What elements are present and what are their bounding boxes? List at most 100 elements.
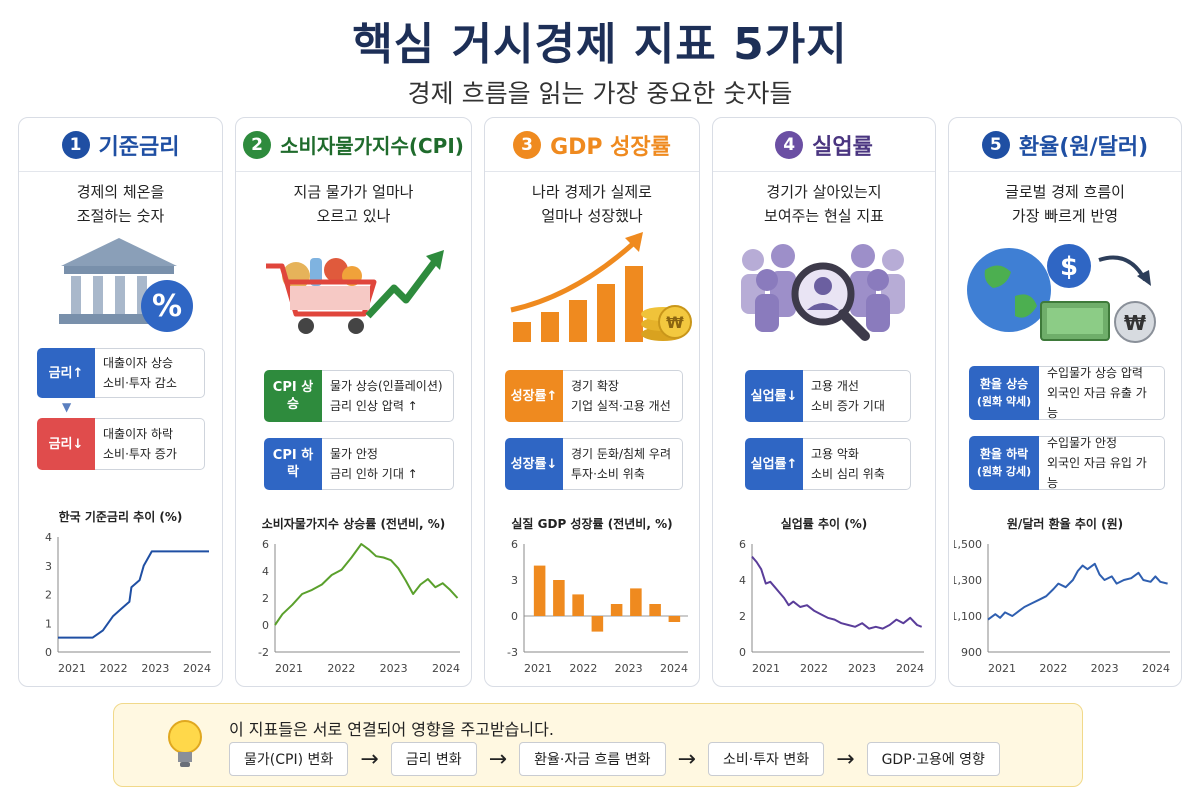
card-title: 소비자물가지수(CPI) <box>280 134 464 158</box>
effect-line: 금리 인상 압력 ↑ <box>330 399 418 413</box>
y-tick-label: 1 <box>45 617 52 630</box>
flow-step: 물가(CPI) 변화 <box>229 742 349 776</box>
effect-line: 기업 실적·고용 개선 <box>571 399 671 413</box>
effect-cpi-up: CPI 상승 물가 상승(인플레이션) 금리 인상 압력 ↑ <box>264 370 454 422</box>
cpi-chart: -2 0 2 4 6 2021 2022 2023 2024 <box>258 538 460 675</box>
x-tick-label: 2022 <box>569 662 597 675</box>
card-number: 2 <box>243 130 272 159</box>
effect-box: 수입물가 안정 외국인 자금 유입 가능 <box>1039 436 1165 490</box>
effect-line: 외국인 자금 유입 가능 <box>1047 456 1147 490</box>
bottom-text: 이 지표들은 서로 연결되어 영향을 주고받습니다. <box>229 720 554 739</box>
effect-gdp-down: 성장률↓ 경기 둔화/침체 우려 투자·소비 위축 <box>505 438 683 490</box>
card-header: 5 환율(원/달러) <box>949 118 1181 172</box>
people-magnifier-icon <box>713 236 935 351</box>
card-header: 4 실업률 <box>713 118 935 172</box>
page-subtitle: 경제 흐름을 읽는 가장 중요한 숫자들 <box>407 79 793 108</box>
growth-bars-coins-icon: ₩ <box>485 226 699 346</box>
globe-dollar-won-icon: $ ₩ <box>949 230 1181 350</box>
series-line <box>274 543 459 626</box>
bar <box>591 616 604 632</box>
card-title: GDP 성장률 <box>550 134 671 160</box>
effect-box: 물가 안정 금리 인하 기대 ↑ <box>322 438 454 490</box>
chart-title: 실질 GDP 성장률 (전년비, %) <box>511 517 673 531</box>
card-unemployment: 4 실업률 경기가 살아있는지 보여주는 현실 지표 실업률↓ 고용 개선 소비… <box>712 117 936 687</box>
arrow-icon: → <box>836 746 855 772</box>
y-tick-label: 1,500 <box>954 538 982 551</box>
card-description: 경기가 살아있는지 보여주는 현실 지표 <box>764 183 884 225</box>
tag-fx-down: 환율 하락 (원화 강세) <box>969 436 1039 490</box>
card-header: 1 기준금리 <box>19 118 222 172</box>
effect-line: 소비·투자 증가 <box>103 447 177 461</box>
series-line <box>987 562 1168 621</box>
x-tick-label: 2024 <box>432 662 460 675</box>
bottom-banner: 이 지표들은 서로 연결되어 영향을 주고받습니다. 물가(CPI) 변화 → … <box>113 703 1083 787</box>
effect-line: 물가 상승(인플레이션) <box>330 379 443 393</box>
svg-text:₩: ₩ <box>666 313 684 332</box>
effect-line: 수입물가 안정 <box>1047 436 1118 450</box>
tag-label: 환율 상승 <box>979 377 1029 391</box>
effect-line: 대출이자 하락 <box>103 427 174 441</box>
lightbulb-icon <box>166 718 204 776</box>
y-tick-label: 2 <box>739 610 746 623</box>
y-tick-label: 4 <box>45 531 52 544</box>
card-number: 4 <box>775 130 804 159</box>
arrow-icon: → <box>488 746 508 772</box>
page-title: 핵심 거시경제 지표 5가지 <box>352 19 848 70</box>
y-tick-label: 0 <box>739 646 746 659</box>
tag-unemp-up: 실업률↑ <box>745 438 803 490</box>
y-tick-label: 1,100 <box>954 610 982 623</box>
card-title: 환율(원/달러) <box>1018 134 1149 160</box>
y-tick-label: 4 <box>262 565 269 578</box>
x-tick-label: 2022 <box>100 662 128 675</box>
tag-gdp-up: 성장률↑ <box>505 370 563 422</box>
series-line <box>58 550 209 639</box>
y-tick-label: 6 <box>739 538 746 551</box>
svg-text:$: $ <box>1060 252 1078 282</box>
bar <box>649 604 661 616</box>
y-tick-label: -3 <box>507 646 518 659</box>
svg-text:%: % <box>152 289 182 324</box>
card-description: 나라 경제가 실제로 얼마나 성장했나 <box>532 183 652 225</box>
x-tick-label: 2023 <box>141 662 169 675</box>
effect-line: 고용 악화 <box>811 447 859 461</box>
card-cpi: 2 소비자물가지수(CPI) 지금 물가가 얼마나 오르고 있나 CPI 상승 … <box>235 117 472 687</box>
x-tick-label: 2023 <box>848 662 876 675</box>
card-header: 2 소비자물가지수(CPI) <box>236 118 471 172</box>
tag-rate-up: 금리↑ <box>37 348 95 398</box>
bar <box>668 616 681 622</box>
effect-box: 경기 둔화/침체 우려 투자·소비 위축 <box>563 438 683 490</box>
bar <box>572 594 584 616</box>
y-tick-label: 900 <box>961 646 982 659</box>
flow-step: 환율·자금 흐름 변화 <box>519 742 666 776</box>
y-tick-label: 2 <box>262 592 269 605</box>
unemployment-chart: 0 2 4 6 2021 2022 2023 2024 <box>739 538 924 675</box>
card-description: 지금 물가가 얼마나 오르고 있나 <box>293 183 414 225</box>
x-tick-label: 2022 <box>1039 662 1067 675</box>
y-tick-label: 6 <box>262 538 269 551</box>
effect-unemp-down: 실업률↓ 고용 개선 소비 증가 기대 <box>745 370 911 422</box>
tag-fx-up: 환율 상승 (원화 약세) <box>969 366 1039 420</box>
x-tick-label: 2021 <box>58 662 86 675</box>
effect-box: 물가 상승(인플레이션) 금리 인상 압력 ↑ <box>322 370 454 422</box>
tag-gdp-down: 성장률↓ <box>505 438 563 490</box>
chart-title: 한국 기준금리 추이 (%) <box>58 510 183 524</box>
x-tick-label: 2024 <box>896 662 924 675</box>
effect-rate-down: 금리↓ 대출이자 하락 소비·투자 증가 <box>37 418 205 470</box>
bank-percent-icon: % <box>19 226 222 336</box>
card-description: 경제의 체온을 조절하는 숫자 <box>76 183 165 225</box>
y-tick-label: 4 <box>739 574 746 587</box>
card-interest-rate: 1 기준금리 경제의 체온을 조절하는 숫자 % 금리↑ 대출이자 상승 소비·… <box>18 117 223 687</box>
tag-unemp-down: 실업률↓ <box>745 370 803 422</box>
effect-line: 물가 안정 <box>330 447 378 461</box>
effect-line: 경기 확장 <box>571 379 619 393</box>
x-tick-label: 2021 <box>275 662 303 675</box>
card-gdp: 3 GDP 성장률 나라 경제가 실제로 얼마나 성장했나 ₩ 성장률↑ 경기 … <box>484 117 700 687</box>
effect-line: 투자·소비 위축 <box>571 467 645 481</box>
flow-step: 금리 변화 <box>390 742 477 776</box>
bar <box>610 604 623 616</box>
tag-cpi-down: CPI 하락 <box>264 438 322 490</box>
flow-step: 소비·투자 변화 <box>707 742 825 776</box>
bar <box>553 580 565 616</box>
effect-box: 고용 개선 소비 증가 기대 <box>803 370 911 422</box>
x-tick-label: 2024 <box>183 662 211 675</box>
